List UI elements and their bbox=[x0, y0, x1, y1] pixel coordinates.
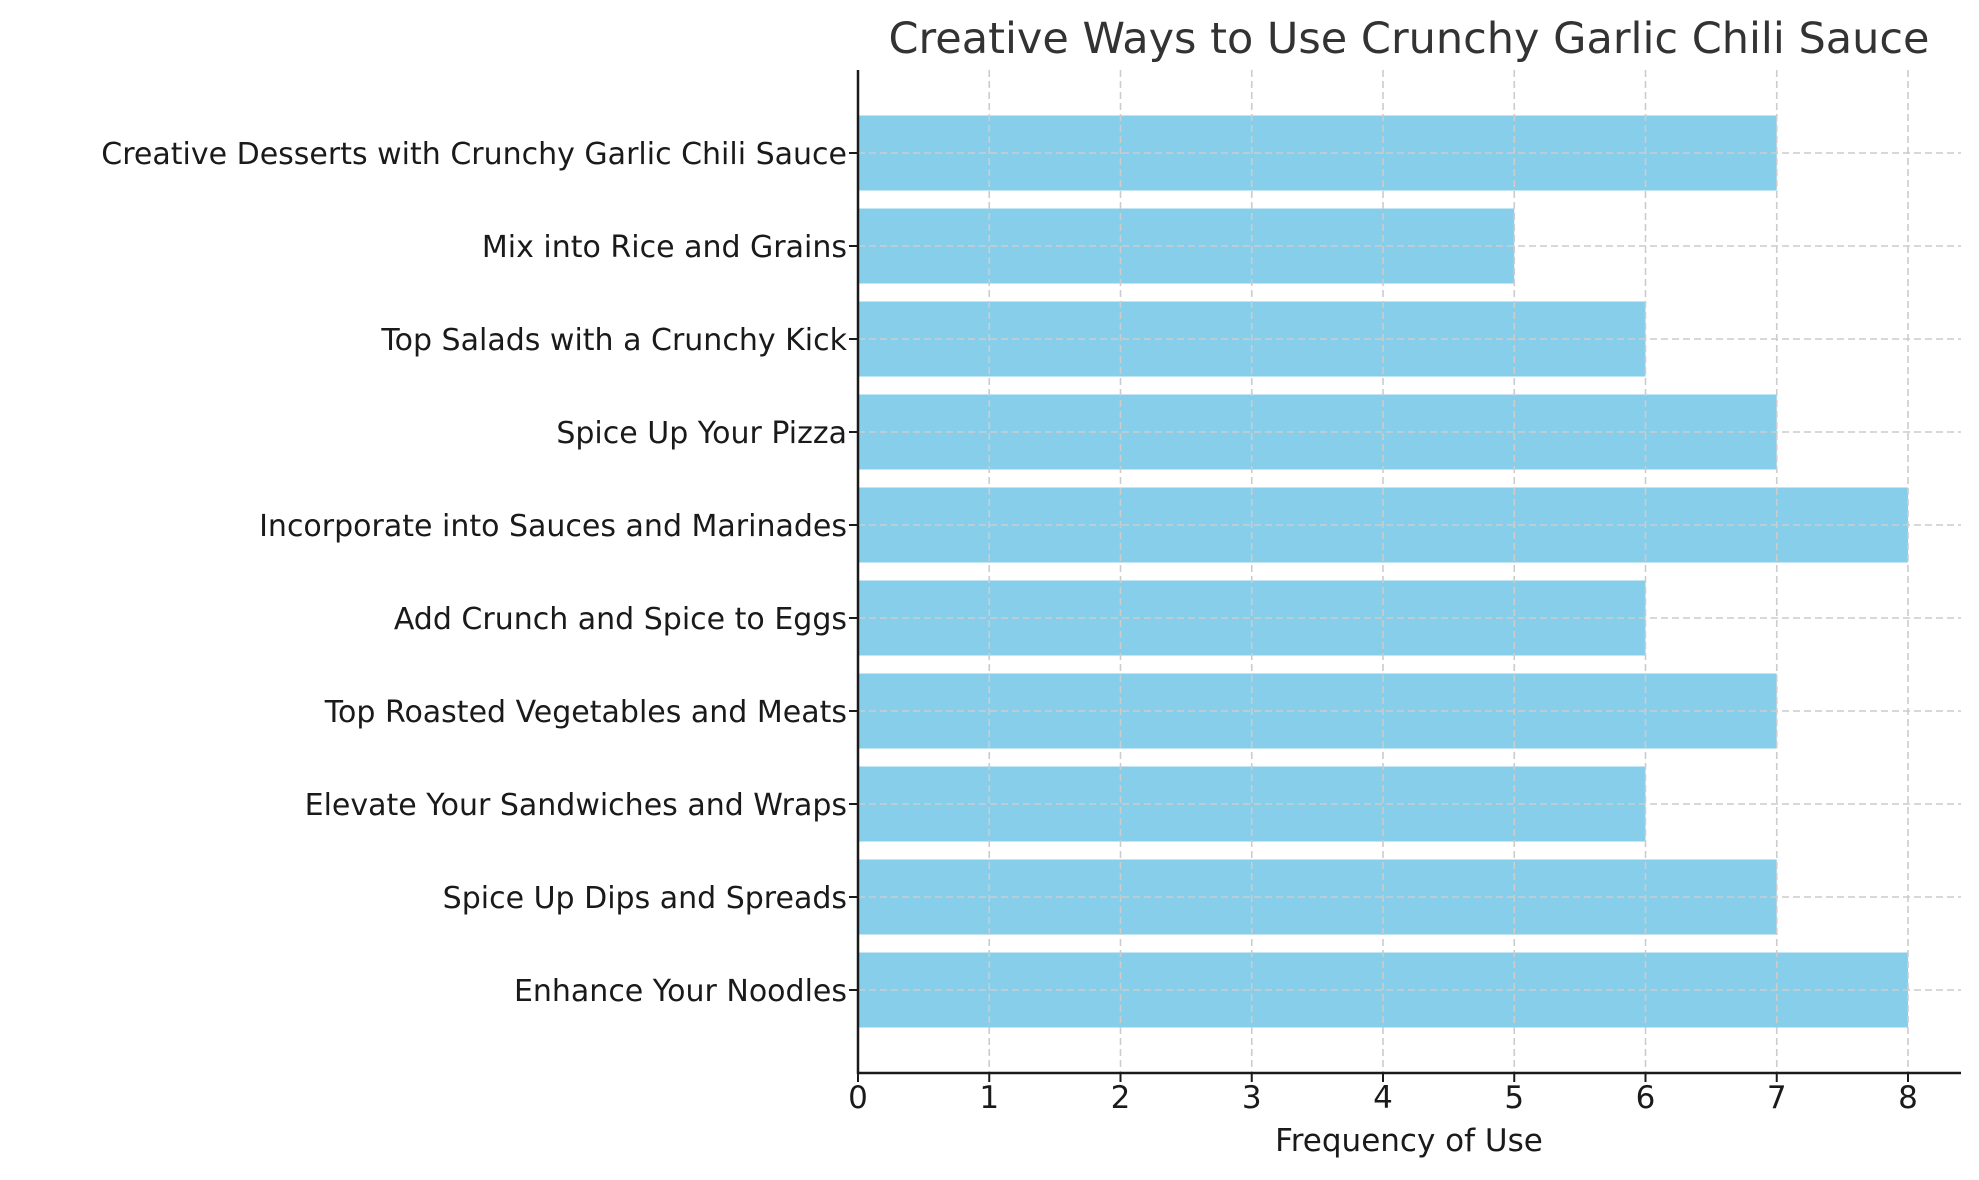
y-tick-label: Top Salads with a Crunchy Kick bbox=[380, 323, 847, 358]
x-tick-label: 4 bbox=[1373, 1080, 1393, 1116]
x-tick-label: 3 bbox=[1242, 1080, 1262, 1116]
chart-title: Creative Ways to Use Crunchy Garlic Chil… bbox=[889, 14, 1930, 64]
y-tick-label: Enhance Your Noodles bbox=[514, 974, 847, 1009]
y-tick-label: Spice Up Your Pizza bbox=[556, 416, 847, 451]
horizontal-gridlines bbox=[858, 152, 1961, 991]
x-tick-label: 0 bbox=[848, 1080, 868, 1116]
x-axis-tick-labels: 0 1 2 3 4 5 6 7 8 bbox=[848, 1073, 1918, 1116]
y-tick-label: Elevate Your Sandwiches and Wraps bbox=[305, 788, 847, 823]
y-tick-label: Top Roasted Vegetables and Meats bbox=[324, 695, 847, 730]
y-tick-label: Add Crunch and Spice to Eggs bbox=[394, 602, 847, 637]
y-tick-label: Mix into Rice and Grains bbox=[482, 230, 847, 265]
x-tick-label: 6 bbox=[1636, 1080, 1656, 1116]
y-tick-label: Spice Up Dips and Spreads bbox=[443, 881, 847, 916]
y-tick-label: Incorporate into Sauces and Marinades bbox=[259, 509, 847, 544]
x-tick-label: 5 bbox=[1504, 1080, 1524, 1116]
x-tick-label: 8 bbox=[1898, 1080, 1918, 1116]
bar bbox=[858, 208, 1515, 284]
y-tick-label: Creative Desserts with Crunchy Garlic Ch… bbox=[101, 137, 847, 172]
x-axis-label: Frequency of Use bbox=[1275, 1123, 1543, 1159]
x-tick-label: 7 bbox=[1767, 1080, 1787, 1116]
y-axis-tick-labels: Enhance Your Noodles Spice Up Dips and Sp… bbox=[101, 137, 858, 1009]
x-tick-label: 1 bbox=[979, 1080, 999, 1116]
x-tick-label: 2 bbox=[1111, 1080, 1131, 1116]
